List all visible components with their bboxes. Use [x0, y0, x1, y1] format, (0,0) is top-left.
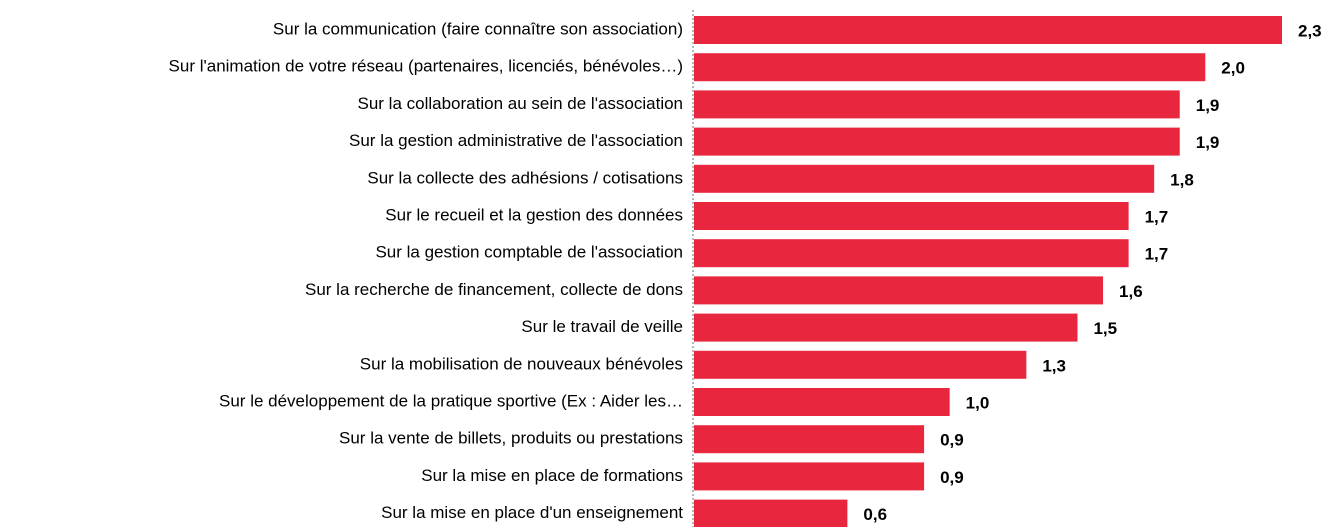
category-label: Sur la mise en place de formations — [421, 466, 683, 485]
category-label: Sur le travail de veille — [521, 317, 683, 336]
category-label: Sur le développement de la pratique spor… — [219, 391, 683, 410]
bar — [694, 350, 1027, 379]
bar — [694, 53, 1206, 82]
bar — [694, 239, 1129, 268]
value-label: 1,8 — [1170, 170, 1194, 189]
category-label: Sur le recueil et la gestion des données — [385, 205, 683, 224]
value-label: 1,7 — [1145, 207, 1169, 226]
bar — [694, 90, 1180, 119]
bar — [694, 164, 1155, 193]
category-label: Sur la gestion administrative de l'assoc… — [349, 131, 683, 150]
value-label: 2,3 — [1298, 21, 1322, 40]
value-label: 0,9 — [940, 468, 964, 487]
category-label: Sur la vente de billets, produits ou pre… — [339, 429, 683, 448]
value-label: 1,3 — [1042, 356, 1066, 375]
category-label: Sur la mobilisation de nouveaux bénévole… — [360, 354, 683, 373]
bar — [694, 202, 1129, 230]
bar — [694, 127, 1180, 156]
value-label: 1,6 — [1119, 282, 1143, 301]
category-label: Sur l'animation de votre réseau (partena… — [169, 57, 683, 76]
category-label: Sur la collaboration au sein de l'associ… — [358, 94, 684, 113]
bar — [694, 499, 848, 527]
category-label: Sur la gestion comptable de l'associatio… — [375, 243, 683, 262]
value-label: 0,9 — [940, 431, 964, 450]
category-label: Sur la mise en place d'un enseignement — [381, 503, 683, 522]
category-label: Sur la recherche de financement, collect… — [305, 280, 683, 299]
value-label: 2,0 — [1221, 59, 1245, 78]
bar — [694, 16, 1282, 44]
value-label: 0,6 — [863, 505, 887, 524]
bar — [694, 388, 950, 416]
bar — [694, 313, 1078, 342]
category-label: Sur la collecte des adhésions / cotisati… — [367, 168, 683, 187]
value-label: 1,7 — [1145, 245, 1169, 264]
value-label: 1,9 — [1196, 96, 1220, 115]
bar — [694, 425, 925, 454]
value-label: 1,5 — [1093, 319, 1117, 338]
value-label: 1,0 — [966, 393, 990, 412]
bar — [694, 462, 925, 491]
bar — [694, 276, 1104, 305]
category-label: Sur la communication (faire connaître so… — [273, 19, 683, 38]
value-label: 1,9 — [1196, 133, 1220, 152]
